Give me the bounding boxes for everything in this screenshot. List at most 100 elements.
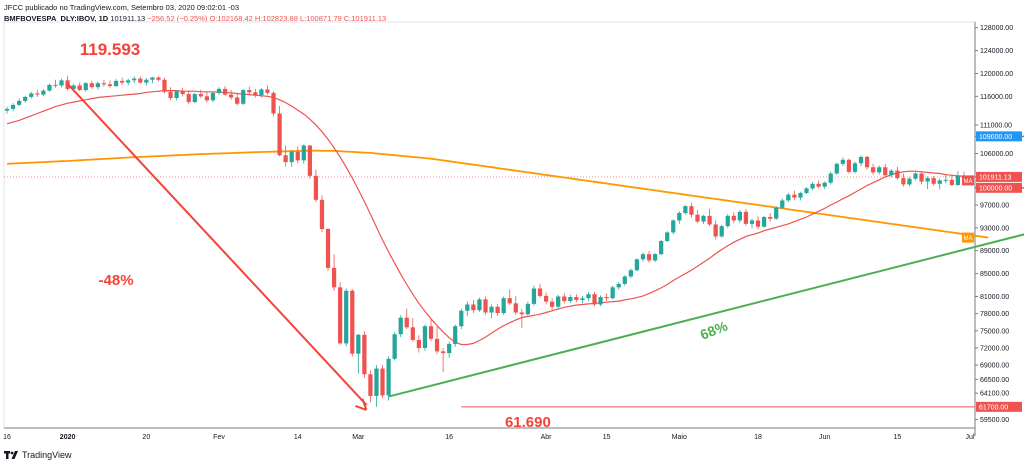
candle-body	[71, 85, 76, 89]
candle-body	[568, 297, 573, 302]
y-tick-label: 78000.00	[980, 311, 1009, 318]
candle-body	[313, 175, 319, 200]
candle-body	[356, 334, 361, 354]
candle-body	[344, 290, 349, 344]
candle-body	[822, 182, 827, 187]
y-tick-label: 116000.00	[980, 94, 1013, 101]
candle-body	[241, 90, 246, 104]
candle-body	[204, 96, 210, 101]
candle-body	[23, 96, 28, 101]
candle-body	[713, 224, 718, 237]
symbol-name: BMFBOVESPA_DLY:IBOV, 1D	[4, 14, 109, 23]
ma-slow-tag-bg	[962, 232, 974, 243]
open-value: O:102168.42	[209, 14, 253, 23]
candle-body	[755, 220, 761, 227]
candle-body	[477, 299, 482, 311]
candle-body	[47, 84, 52, 91]
candle-body	[447, 343, 452, 354]
candle-body	[556, 296, 561, 307]
candle-body	[325, 229, 331, 268]
publish-info: JFCC publicado no TradingView.com, Setem…	[4, 3, 240, 12]
candle-body	[289, 151, 294, 163]
candle-body	[640, 254, 646, 260]
last-price: 101911.13	[110, 14, 146, 23]
candle-body	[852, 163, 858, 172]
candle-body	[901, 178, 906, 185]
footer: TradingView	[4, 450, 72, 460]
y-tick-label: 106000.00	[980, 151, 1013, 158]
candle-body	[792, 194, 797, 198]
candle-body	[198, 94, 203, 97]
candle-body	[804, 188, 809, 193]
candle-body	[386, 358, 391, 396]
candle-body	[513, 303, 518, 313]
candle-body	[428, 326, 434, 339]
candle-body	[283, 155, 288, 163]
candle-body	[834, 163, 839, 174]
ma-fast-tag-bg	[962, 175, 974, 186]
candle-body	[677, 212, 682, 221]
chart-header: JFCC publicado no TradingView.com, Setem…	[4, 2, 386, 24]
candle-body	[4, 108, 10, 111]
candle-body	[889, 170, 894, 176]
candle-body	[271, 92, 276, 114]
candle-body	[768, 216, 773, 219]
candle-body	[683, 206, 688, 213]
candle-body	[380, 368, 385, 396]
candle-body	[858, 156, 864, 164]
candle-body	[410, 327, 415, 340]
x-tick-label: 15	[603, 434, 611, 441]
candle-body	[671, 220, 676, 233]
candle-body	[586, 294, 591, 299]
x-tick-label: Jul	[966, 434, 975, 441]
candle-body	[138, 78, 143, 83]
x-tick-label: Fev	[213, 434, 225, 441]
candle-body	[404, 317, 409, 328]
candle-body	[749, 220, 755, 224]
y-tick-label: 85000.00	[980, 271, 1009, 278]
candle-body	[277, 113, 282, 156]
candle-body	[537, 288, 543, 296]
candle-body	[543, 295, 549, 302]
candle-body	[471, 304, 476, 311]
candle-body	[180, 91, 185, 95]
y-tick-label: 59500.00	[980, 417, 1009, 424]
candle-body	[707, 215, 712, 225]
drop-arrow-line	[66, 83, 368, 406]
candle-body	[416, 339, 421, 348]
symbol-line: BMFBOVESPA_DLY:IBOV, 1D 101911.13 −256.5…	[4, 13, 386, 24]
candle-body	[610, 287, 615, 299]
candle-body	[562, 296, 567, 302]
candle-body	[761, 216, 767, 227]
candle-body	[440, 351, 446, 354]
candle-body	[665, 232, 670, 242]
candle-body	[695, 214, 700, 222]
price-change: −256.52 (−0.25%)	[147, 14, 208, 23]
candle-body	[229, 94, 234, 98]
x-tick-label: Abr	[541, 434, 553, 441]
candle-body	[592, 294, 597, 305]
candle-body	[265, 89, 270, 93]
candle-body	[622, 276, 627, 284]
candle-body	[743, 211, 749, 224]
candle-body	[616, 283, 621, 288]
candle-body	[913, 173, 918, 179]
candle-body	[483, 299, 488, 313]
x-tick-label: 18	[754, 434, 762, 441]
candle-body	[907, 178, 912, 185]
price-tag-100000: 100000.00	[979, 185, 1012, 192]
candle-body	[931, 178, 936, 184]
price-tag-61700: 61700.00	[979, 404, 1008, 411]
candle-body	[392, 334, 397, 359]
candle-body	[689, 206, 694, 215]
candle-body	[398, 317, 403, 335]
candle-body	[604, 297, 609, 299]
candle-body	[422, 326, 428, 348]
high-value: H:102823.88	[254, 14, 298, 23]
candle-body	[119, 80, 125, 83]
candle-body	[35, 93, 40, 95]
candle-body	[525, 303, 531, 315]
candle-body	[798, 192, 803, 198]
y-tick-label: 81000.00	[980, 294, 1009, 301]
